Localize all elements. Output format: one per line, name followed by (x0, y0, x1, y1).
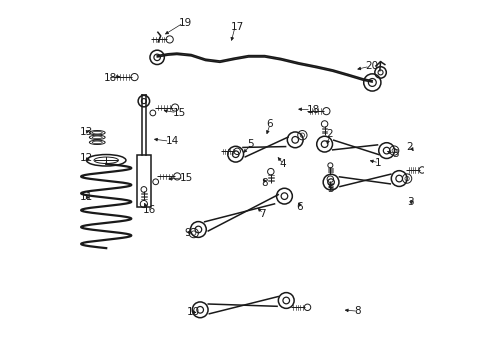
Text: 9: 9 (184, 228, 191, 238)
Text: 3: 3 (407, 197, 414, 207)
Text: 15: 15 (180, 173, 193, 183)
Text: 17: 17 (231, 22, 244, 32)
Text: 4: 4 (279, 159, 286, 169)
Text: 15: 15 (172, 108, 186, 118)
Text: 19: 19 (179, 18, 192, 28)
Text: 10: 10 (187, 307, 200, 316)
Text: 6: 6 (266, 119, 272, 129)
Text: 6: 6 (296, 202, 303, 212)
Text: 11: 11 (79, 192, 93, 202)
Text: 8: 8 (354, 306, 361, 316)
Bar (137, 155, 151, 207)
Text: 13: 13 (79, 127, 93, 137)
Text: 5: 5 (247, 139, 254, 149)
Text: 14: 14 (166, 136, 179, 146)
Text: 7: 7 (259, 209, 266, 219)
Text: 16: 16 (143, 205, 156, 215)
Text: 18: 18 (103, 73, 117, 83)
Text: 5: 5 (327, 184, 334, 194)
Text: 18: 18 (307, 105, 320, 115)
Text: 8: 8 (262, 177, 268, 188)
Text: 2: 2 (407, 142, 414, 152)
Text: 12: 12 (79, 153, 93, 163)
Text: 3: 3 (392, 149, 399, 159)
Text: 2: 2 (326, 130, 333, 139)
Text: 1: 1 (375, 158, 381, 168)
Text: 20: 20 (366, 61, 379, 71)
